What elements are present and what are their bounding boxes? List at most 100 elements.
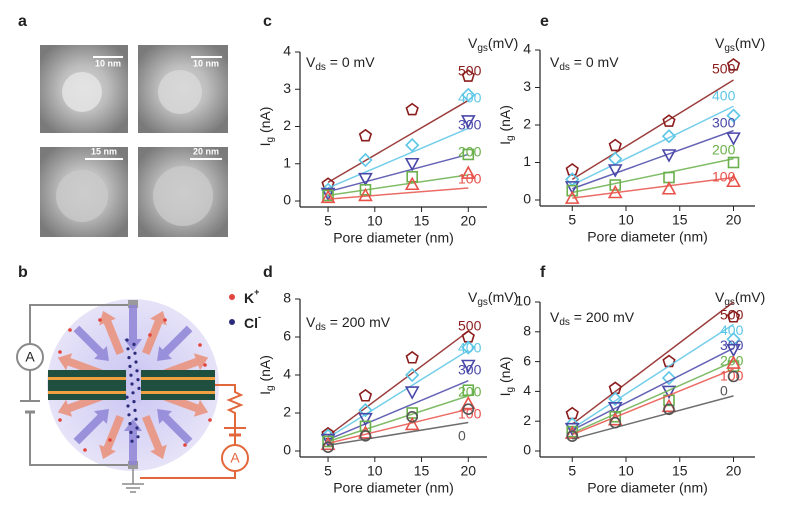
label-sub: g: [505, 135, 516, 141]
marker: [726, 343, 741, 358]
legend-label: 100: [458, 171, 482, 187]
marker: [405, 367, 420, 383]
marker: [462, 384, 475, 397]
label-rest: = 0 mV: [326, 54, 375, 70]
label-sub: ds: [559, 62, 570, 73]
ion-dot: [131, 391, 135, 395]
fit-line: [327, 395, 469, 443]
panel-label: e: [540, 13, 549, 30]
x-tick-label: 15: [672, 463, 688, 479]
fit-line: [327, 421, 469, 447]
legend-label: 500: [720, 307, 744, 323]
marker: [405, 137, 420, 153]
ion-dot: [108, 438, 112, 442]
marker: [661, 129, 677, 144]
label-main: V: [306, 314, 316, 330]
ion-dot: [183, 443, 187, 447]
marker: [461, 69, 475, 82]
label-main: I: [497, 141, 513, 145]
ion-dot: [137, 386, 141, 390]
marker: [462, 148, 475, 161]
legend-label: 500: [458, 318, 482, 334]
x-axis-label: Pore diameter (nm): [333, 230, 454, 246]
marker: [461, 340, 476, 355]
marker: [662, 114, 676, 127]
legend-label: 100: [712, 169, 736, 185]
label: Vgs(mV): [468, 289, 518, 308]
ion-dot: [68, 328, 72, 332]
x-tick-label: 15: [672, 212, 688, 228]
ion-dot: [127, 413, 131, 417]
ion-dot: [129, 373, 133, 377]
y-tick-label: 4: [523, 382, 531, 398]
ion-dot: [135, 369, 139, 373]
marker: [608, 391, 623, 406]
label-main: I: [257, 143, 273, 147]
x-axis-label: Pore diameter (nm): [587, 229, 708, 245]
marker: [609, 416, 622, 429]
marker: [726, 132, 741, 146]
scale-bar-label: 10 nm: [193, 58, 219, 68]
label-sub: ds: [559, 317, 570, 328]
label: Vds = 200 mV: [550, 309, 635, 328]
ion-charge: +: [254, 287, 259, 297]
ion-dot: [135, 426, 139, 430]
flow-arrow: [99, 310, 124, 355]
ion-dot: [208, 418, 212, 422]
ion-dot: [136, 435, 140, 439]
marker: [322, 441, 334, 454]
marker: [726, 355, 741, 369]
label-rest: = 200 mV: [570, 309, 635, 325]
legend-label: 200: [458, 144, 482, 160]
y-tick-label: 4: [283, 43, 291, 59]
marker: [609, 179, 622, 191]
x-tick-label: 20: [461, 463, 477, 479]
legend-label: 500: [712, 61, 736, 77]
ion-dot: [198, 343, 202, 347]
marker: [404, 157, 420, 172]
marker: [406, 410, 419, 423]
legend-label: 400: [458, 340, 482, 356]
marker: [661, 149, 677, 163]
marker: [607, 184, 623, 199]
fit-line: [327, 99, 469, 184]
legend-label: 0: [720, 383, 728, 399]
legend-label: 200: [712, 142, 736, 158]
ion-key: [229, 294, 235, 300]
x-tick-label: 10: [618, 212, 634, 228]
marker: [566, 430, 579, 442]
ion-dot: [126, 347, 130, 351]
ion-dot: [58, 418, 62, 422]
ion-dot: [163, 318, 167, 322]
label-rest: (nA): [257, 107, 273, 137]
label-sub: gs: [724, 43, 735, 54]
ion-dot: [148, 333, 152, 337]
marker: [462, 403, 475, 416]
y-tick-label: 1: [283, 154, 291, 170]
marker: [609, 410, 622, 423]
y-tick-label: 1: [523, 153, 531, 169]
marker: [726, 108, 741, 123]
marker: [564, 181, 580, 195]
ion-dot: [125, 338, 129, 342]
schematic: A A K+ Cl-: [16, 287, 261, 493]
marker: [726, 173, 741, 188]
legend-label: 400: [720, 322, 744, 338]
y-tick-label: 0: [283, 192, 291, 208]
y-tick-label: 0: [523, 191, 531, 207]
x-tick-label: 10: [367, 213, 383, 229]
legend-label: 200: [458, 384, 482, 400]
y-tick-label: 6: [523, 352, 531, 368]
ion-charge: -: [258, 312, 261, 322]
label: Ig (nA): [497, 357, 516, 397]
label-sub: gs: [477, 43, 488, 54]
marker: [405, 350, 419, 364]
marker: [320, 189, 336, 204]
fit-line: [571, 368, 734, 436]
fit-line: [327, 408, 469, 445]
y-tick-label: 4: [523, 41, 531, 57]
label-sub: ds: [315, 322, 326, 333]
label: Ig (nA): [257, 107, 276, 147]
marker: [404, 416, 420, 431]
marker: [320, 187, 336, 202]
